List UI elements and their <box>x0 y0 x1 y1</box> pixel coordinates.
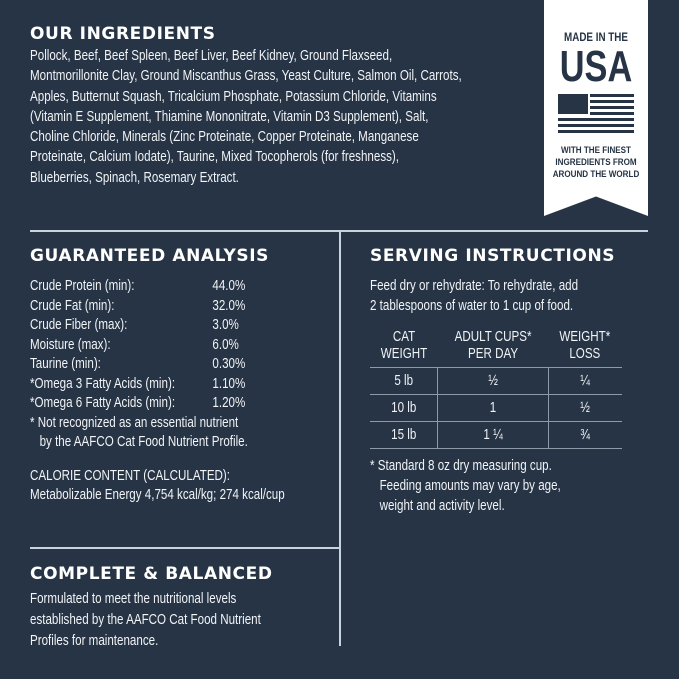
ingredients-line: Choline Chloride, Minerals (Zinc Protein… <box>30 129 419 146</box>
us-flag-icon <box>558 94 634 133</box>
badge-line4: INGREDIENTS FROM <box>555 157 637 168</box>
analysis-row: *Omega 3 Fatty Acids (min): 1.10% <box>30 375 246 392</box>
badge-line1: MADE IN THE <box>564 30 628 44</box>
ingredients-title: OUR INGREDIENTS <box>30 24 216 44</box>
analysis-row: Crude Fat (min): 32.0% <box>30 297 246 314</box>
analysis-row: *Omega 6 Fatty Acids (min): 1.20% <box>30 395 246 411</box>
ingredients-line: Proteinate, Calcium Iodate), Taurine, Mi… <box>30 149 400 166</box>
serving-text: Feed dry or rehydrate: To rehydrate, add <box>370 278 579 294</box>
badge-line3: WITH THE FINEST <box>561 145 631 156</box>
badge-usa: USA <box>559 42 633 91</box>
badge-line5: AROUND THE WORLD <box>552 169 640 180</box>
analysis-row: Moisture (max): 6.0% <box>30 336 239 353</box>
analysis-row: Taurine (min): 0.30% <box>30 356 246 372</box>
calorie-value: Metabolizable Energy 4,754 kcal/kg; 274 … <box>30 487 285 503</box>
serving-note: weight and activity level. <box>379 498 505 514</box>
table-header: WEIGHT* LOSS <box>548 329 622 368</box>
analysis-list: Crude Protein (min): 44.0% Crude Fat (min… <box>30 277 285 506</box>
analysis-row: Crude Fiber (max): 3.0% <box>30 317 239 333</box>
complete-text: Profiles for maintenance. <box>30 633 159 649</box>
complete-text: Formulated to meet the nutritional level… <box>30 591 237 607</box>
divider <box>30 547 340 549</box>
serving-title: SERVING INSTRUCTIONS <box>370 246 616 266</box>
serving-text: 2 tablespoons of water to 1 cup of food. <box>370 297 574 314</box>
analysis-note: by the AAFCO Cat Food Nutrient Profile. <box>39 434 248 450</box>
ingredients-list: Pollock, Beef, Beef Spleen, Beef Liver, … <box>30 46 462 188</box>
ingredients-line: Montmorillonite Clay, Ground Miscanthus … <box>30 68 462 85</box>
analysis-title: GUARANTEED ANALYSIS <box>30 246 269 266</box>
ingredients-line: (Vitamin E Supplement, Thiamine Mononitr… <box>30 108 429 125</box>
serving-table: CAT WEIGHT ADULT CUPS* PER DAY WEIGHT* LOSS… <box>370 329 622 449</box>
table-row: 5 lb ½ ¼ <box>370 367 622 395</box>
ingredients-line: Pollock, Beef, Beef Spleen, Beef Liver, … <box>30 48 393 64</box>
analysis-note: * Not recognized as an essential nutrien… <box>30 414 239 431</box>
table-header: ADULT CUPS* PER DAY <box>437 329 549 368</box>
table-header: CAT WEIGHT <box>370 329 438 368</box>
complete-title: COMPLETE & BALANCED <box>30 564 273 584</box>
serving-note: Feeding amounts may vary by age, <box>379 478 561 494</box>
analysis-row: Crude Protein (min): 44.0% <box>30 278 246 294</box>
ingredients-line: Apples, Butternut Squash, Tricalcium Pho… <box>30 88 437 105</box>
divider <box>339 230 341 646</box>
complete-text: established by the AAFCO Cat Food Nutrie… <box>30 612 261 628</box>
calorie-title: CALORIE CONTENT (CALCULATED): <box>30 467 231 484</box>
ingredients-line: Blueberries, Spinach, Rosemary Extract. <box>30 169 239 186</box>
made-in-usa-badge: MADE IN THE USA WITH THE FINEST INGREDIE… <box>544 0 648 216</box>
table-row: 10 lb 1 ½ <box>370 394 622 422</box>
serving-note: * Standard 8 oz dry measuring cup. <box>370 458 552 474</box>
